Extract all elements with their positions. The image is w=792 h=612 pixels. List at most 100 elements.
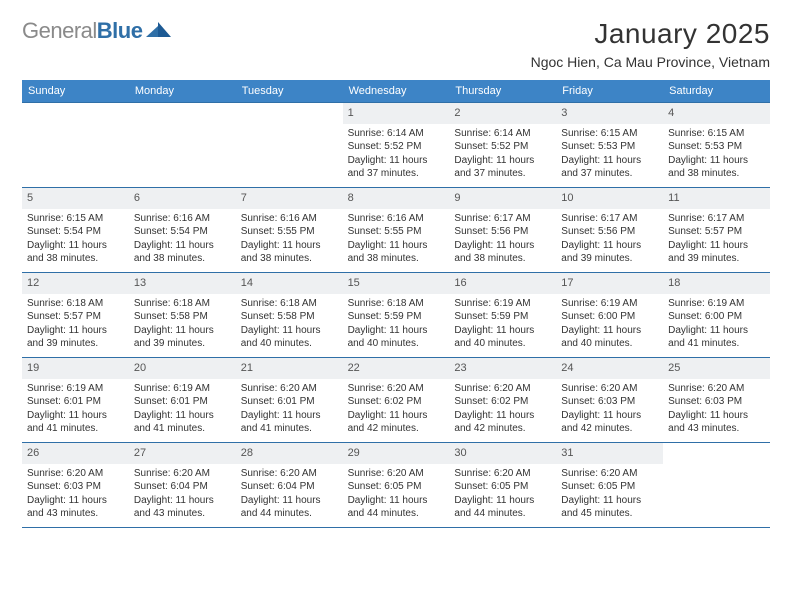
day-number: 2 — [449, 103, 556, 124]
daylight-line: Daylight: 11 hours and 41 minutes. — [134, 409, 231, 436]
sunset-line: Sunset: 5:54 PM — [27, 225, 124, 239]
calendar-day-cell: 9Sunrise: 6:17 AMSunset: 5:56 PMDaylight… — [449, 188, 556, 272]
calendar-day-cell — [129, 103, 236, 187]
sunrise-line: Sunrise: 6:20 AM — [241, 382, 338, 396]
day-body: Sunrise: 6:16 AMSunset: 5:55 PMDaylight:… — [236, 209, 343, 270]
day-number: 5 — [22, 188, 129, 209]
calendar-week-row: 12Sunrise: 6:18 AMSunset: 5:57 PMDayligh… — [22, 273, 770, 358]
day-number: 15 — [343, 273, 450, 294]
sunset-line: Sunset: 6:05 PM — [454, 480, 551, 494]
daylight-line: Daylight: 11 hours and 38 minutes. — [241, 239, 338, 266]
daylight-line: Daylight: 11 hours and 41 minutes. — [668, 324, 765, 351]
sunrise-line: Sunrise: 6:20 AM — [454, 382, 551, 396]
calendar-day-cell: 2Sunrise: 6:14 AMSunset: 5:52 PMDaylight… — [449, 103, 556, 187]
day-body: Sunrise: 6:20 AMSunset: 6:05 PMDaylight:… — [556, 464, 663, 525]
day-number: 1 — [343, 103, 450, 124]
sunrise-line: Sunrise: 6:20 AM — [561, 467, 658, 481]
day-body: Sunrise: 6:19 AMSunset: 6:01 PMDaylight:… — [22, 379, 129, 440]
weekday-header-row: SundayMondayTuesdayWednesdayThursdayFrid… — [22, 80, 770, 102]
day-number: 16 — [449, 273, 556, 294]
day-body: Sunrise: 6:15 AMSunset: 5:53 PMDaylight:… — [556, 124, 663, 185]
sunset-line: Sunset: 5:57 PM — [668, 225, 765, 239]
sunset-line: Sunset: 5:56 PM — [561, 225, 658, 239]
weekday-header-cell: Tuesday — [236, 80, 343, 102]
sunrise-line: Sunrise: 6:16 AM — [348, 212, 445, 226]
daylight-line: Daylight: 11 hours and 39 minutes. — [668, 239, 765, 266]
calendar-day-cell: 28Sunrise: 6:20 AMSunset: 6:04 PMDayligh… — [236, 443, 343, 527]
sunrise-line: Sunrise: 6:20 AM — [134, 467, 231, 481]
day-body: Sunrise: 6:20 AMSunset: 6:02 PMDaylight:… — [343, 379, 450, 440]
calendar-day-cell: 24Sunrise: 6:20 AMSunset: 6:03 PMDayligh… — [556, 358, 663, 442]
sunset-line: Sunset: 6:04 PM — [134, 480, 231, 494]
daylight-line: Daylight: 11 hours and 42 minutes. — [454, 409, 551, 436]
day-number: 31 — [556, 443, 663, 464]
day-body: Sunrise: 6:20 AMSunset: 6:02 PMDaylight:… — [449, 379, 556, 440]
daylight-line: Daylight: 11 hours and 39 minutes. — [27, 324, 124, 351]
sunset-line: Sunset: 5:59 PM — [454, 310, 551, 324]
day-body: Sunrise: 6:19 AMSunset: 6:01 PMDaylight:… — [129, 379, 236, 440]
sunrise-line: Sunrise: 6:20 AM — [348, 382, 445, 396]
calendar-week-row: 1 Sunrise: 6:14 AMSunset: 5:52 PMDaylight… — [22, 102, 770, 188]
daylight-line: Daylight: 11 hours and 40 minutes. — [561, 324, 658, 351]
sunrise-line: Sunrise: 6:16 AM — [134, 212, 231, 226]
day-body: Sunrise: 6:17 AMSunset: 5:56 PMDaylight:… — [556, 209, 663, 270]
sunset-line: Sunset: 6:04 PM — [241, 480, 338, 494]
calendar-day-cell: 1 Sunrise: 6:14 AMSunset: 5:52 PMDaylight… — [343, 103, 450, 187]
calendar-day-cell: 21Sunrise: 6:20 AMSunset: 6:01 PMDayligh… — [236, 358, 343, 442]
daylight-line: Daylight: 11 hours and 38 minutes. — [454, 239, 551, 266]
sunset-line: Sunset: 5:57 PM — [27, 310, 124, 324]
day-body: Sunrise: 6:20 AMSunset: 6:04 PMDaylight:… — [129, 464, 236, 525]
sunset-line: Sunset: 6:00 PM — [668, 310, 765, 324]
weekday-header-cell: Thursday — [449, 80, 556, 102]
sunrise-line: Sunrise: 6:17 AM — [668, 212, 765, 226]
month-title: January 2025 — [531, 18, 770, 50]
sunrise-line: Sunrise: 6:14 AM — [348, 127, 445, 141]
weekday-header-cell: Monday — [129, 80, 236, 102]
sunrise-line: Sunrise: 6:20 AM — [668, 382, 765, 396]
calendar-day-cell: 12Sunrise: 6:18 AMSunset: 5:57 PMDayligh… — [22, 273, 129, 357]
day-number: 7 — [236, 188, 343, 209]
day-body: Sunrise: 6:15 AMSunset: 5:53 PMDaylight:… — [663, 124, 770, 185]
sunset-line: Sunset: 6:02 PM — [454, 395, 551, 409]
sunset-line: Sunset: 6:01 PM — [134, 395, 231, 409]
daylight-line: Daylight: 11 hours and 38 minutes. — [134, 239, 231, 266]
day-number: 6 — [129, 188, 236, 209]
day-body: Sunrise: 6:15 AMSunset: 5:54 PMDaylight:… — [22, 209, 129, 270]
sunrise-line: Sunrise: 6:19 AM — [27, 382, 124, 396]
daylight-line: Daylight: 11 hours and 37 minutes. — [348, 154, 445, 181]
sunset-line: Sunset: 5:52 PM — [348, 140, 445, 154]
calendar-week-row: 5Sunrise: 6:15 AMSunset: 5:54 PMDaylight… — [22, 188, 770, 273]
day-body: Sunrise: 6:20 AMSunset: 6:03 PMDaylight:… — [663, 379, 770, 440]
daylight-line: Daylight: 11 hours and 43 minutes. — [27, 494, 124, 521]
calendar-day-cell: 5Sunrise: 6:15 AMSunset: 5:54 PMDaylight… — [22, 188, 129, 272]
calendar-day-cell: 4Sunrise: 6:15 AMSunset: 5:53 PMDaylight… — [663, 103, 770, 187]
sunset-line: Sunset: 6:02 PM — [348, 395, 445, 409]
calendar-day-cell: 8Sunrise: 6:16 AMSunset: 5:55 PMDaylight… — [343, 188, 450, 272]
sunset-line: Sunset: 5:55 PM — [348, 225, 445, 239]
header: GeneralBlue January 2025 Ngoc Hien, Ca M… — [22, 18, 770, 70]
daylight-line: Daylight: 11 hours and 38 minutes. — [348, 239, 445, 266]
sunrise-line: Sunrise: 6:20 AM — [241, 467, 338, 481]
day-number: 4 — [663, 103, 770, 124]
day-body: Sunrise: 6:20 AMSunset: 6:05 PMDaylight:… — [449, 464, 556, 525]
sunrise-line: Sunrise: 6:19 AM — [561, 297, 658, 311]
calendar-day-cell: 22Sunrise: 6:20 AMSunset: 6:02 PMDayligh… — [343, 358, 450, 442]
day-number: 11 — [663, 188, 770, 209]
sunset-line: Sunset: 6:01 PM — [27, 395, 124, 409]
day-body: Sunrise: 6:18 AMSunset: 5:59 PMDaylight:… — [343, 294, 450, 355]
day-number: 30 — [449, 443, 556, 464]
daylight-line: Daylight: 11 hours and 43 minutes. — [668, 409, 765, 436]
daylight-line: Daylight: 11 hours and 40 minutes. — [454, 324, 551, 351]
calendar-day-cell — [663, 443, 770, 527]
day-number: 21 — [236, 358, 343, 379]
sunrise-line: Sunrise: 6:15 AM — [668, 127, 765, 141]
day-body: Sunrise: 6:19 AMSunset: 5:59 PMDaylight:… — [449, 294, 556, 355]
day-number: 14 — [236, 273, 343, 294]
daylight-line: Daylight: 11 hours and 42 minutes. — [348, 409, 445, 436]
day-body: Sunrise: 6:19 AMSunset: 6:00 PMDaylight:… — [663, 294, 770, 355]
calendar-day-cell: 11 Sunrise: 6:17 AMSunset: 5:57 PMDayligh… — [663, 188, 770, 272]
day-number: 10 — [556, 188, 663, 209]
sunrise-line: Sunrise: 6:20 AM — [27, 467, 124, 481]
day-body: Sunrise: 6:19 AMSunset: 6:00 PMDaylight:… — [556, 294, 663, 355]
day-number: 17 — [556, 273, 663, 294]
